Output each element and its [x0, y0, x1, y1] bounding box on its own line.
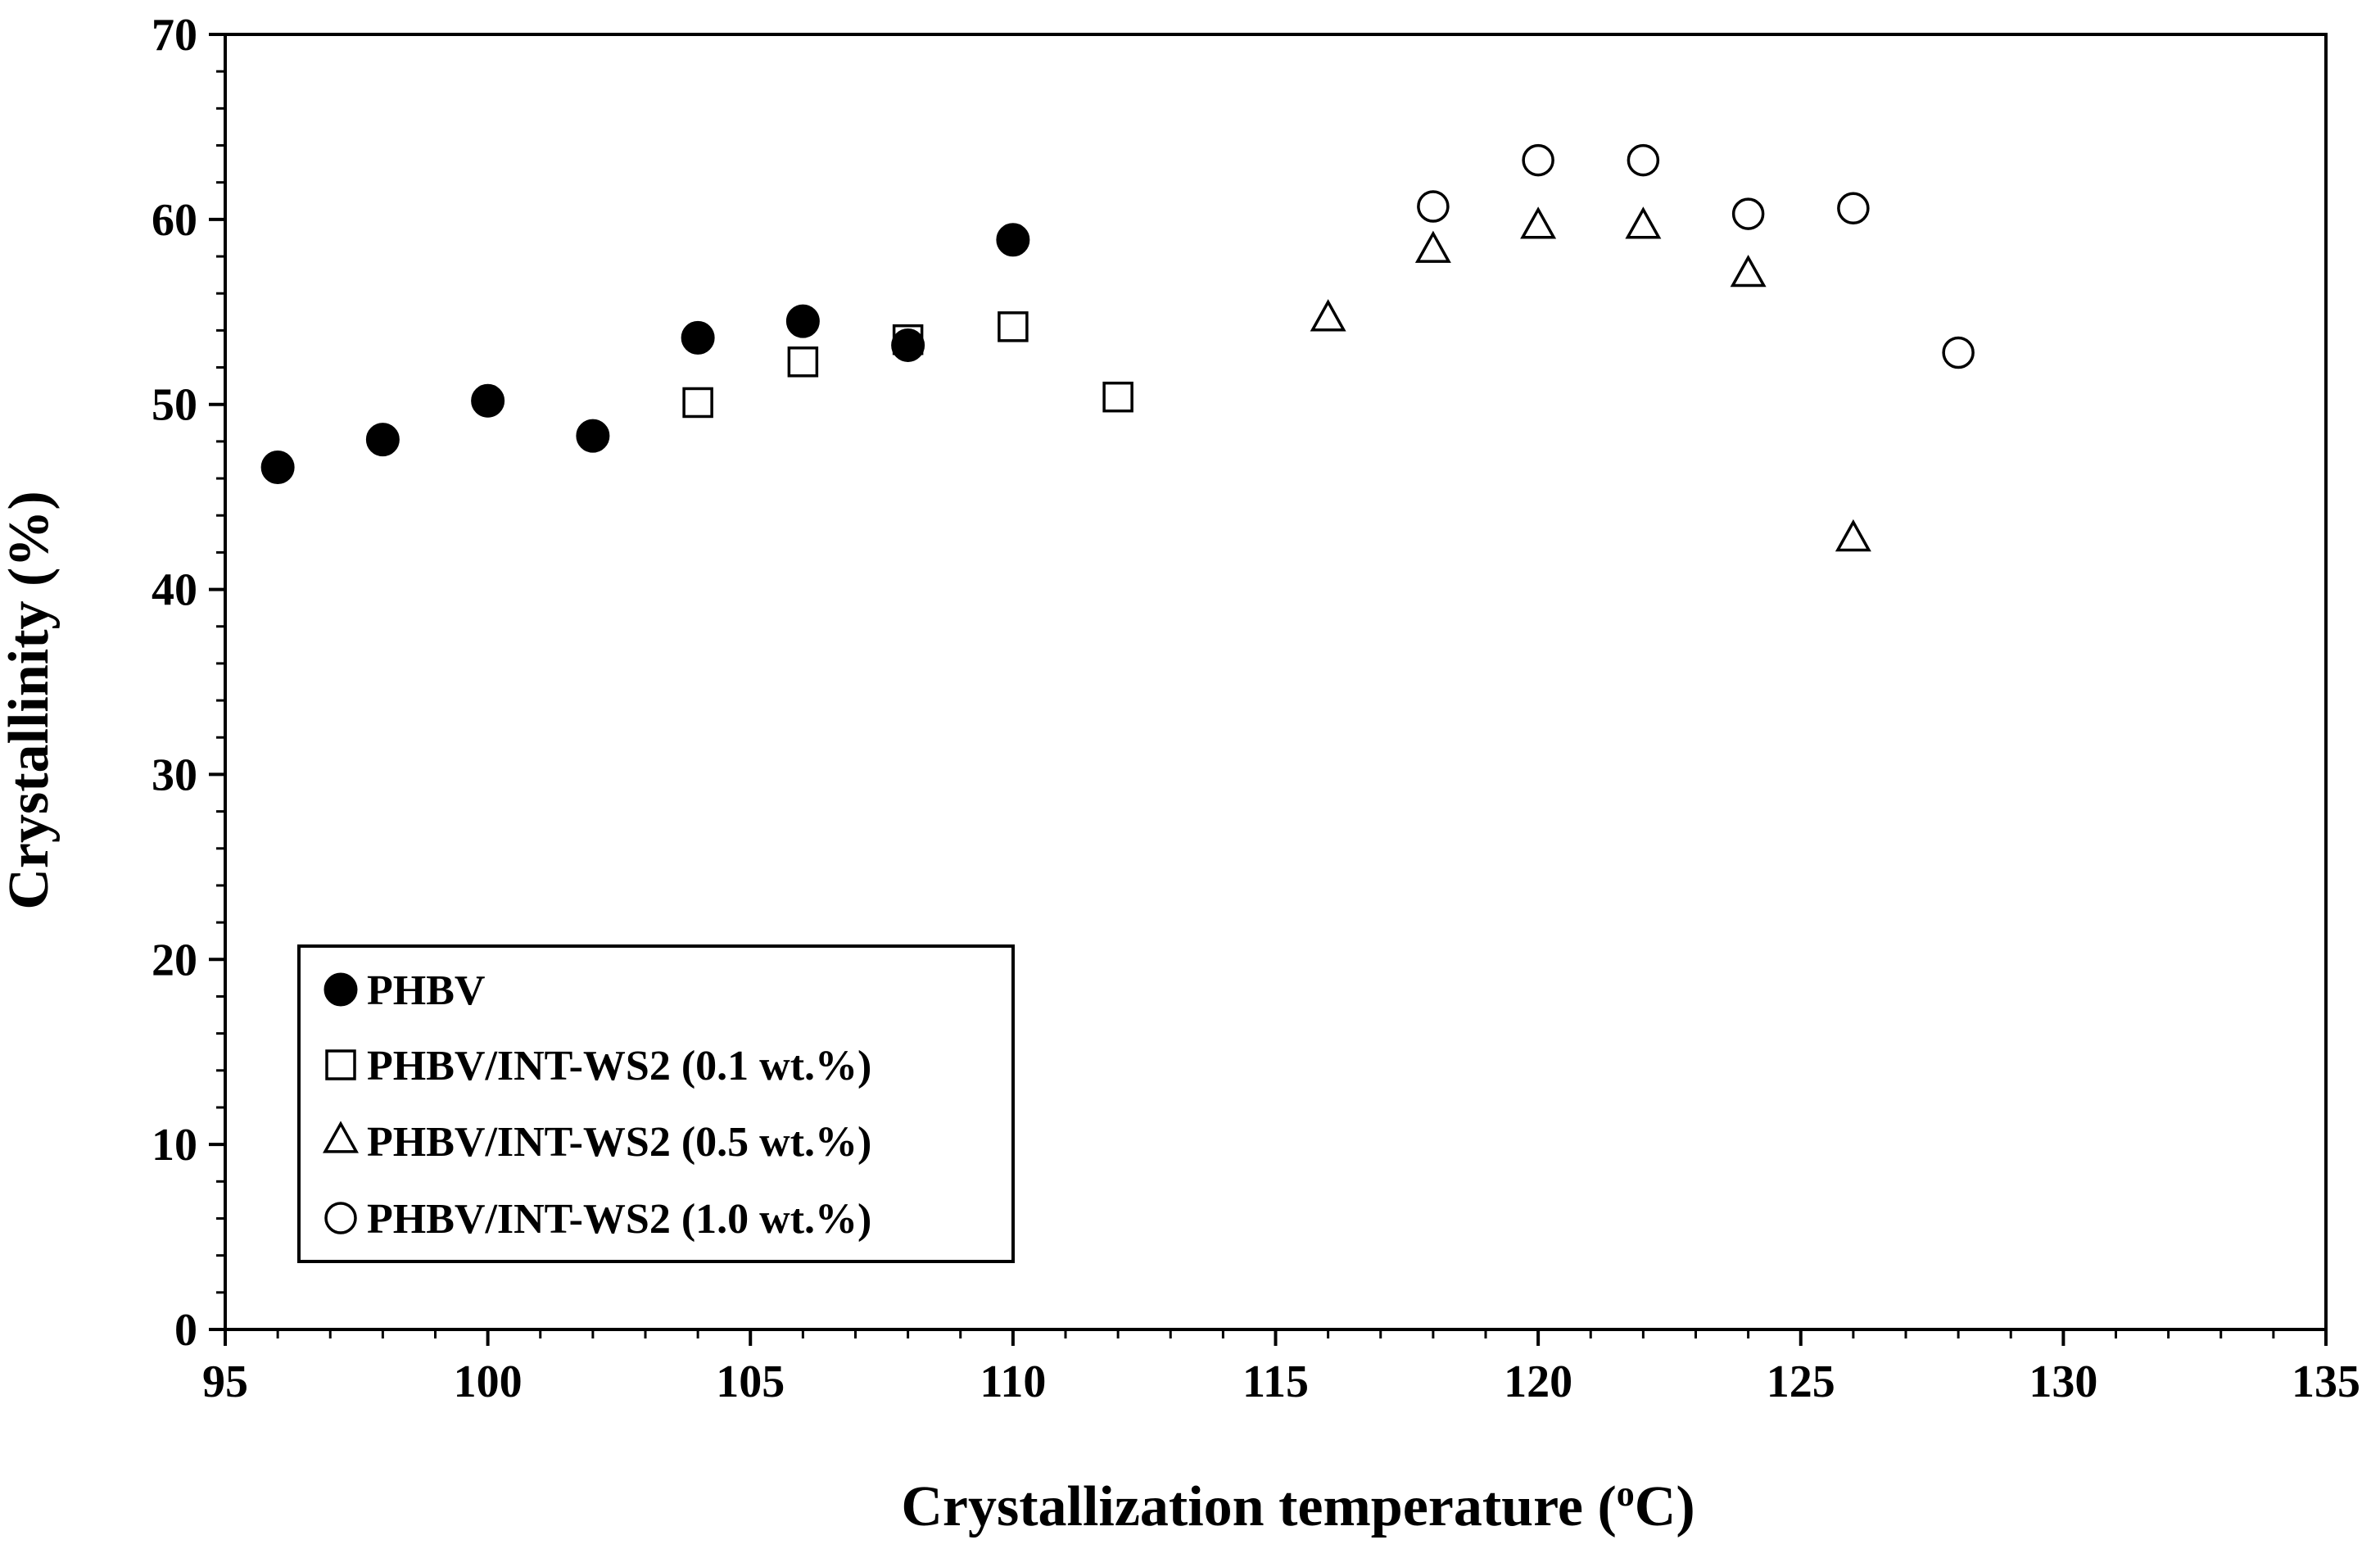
- data-points: [260, 143, 1975, 552]
- y-tick-label: 30: [152, 750, 197, 800]
- data-point: [1520, 206, 1557, 239]
- x-tick-label: 125: [1767, 1356, 1835, 1407]
- x-axis-title: Crystallization temperature (oC): [901, 1474, 1695, 1538]
- legend-marker: [324, 972, 358, 1007]
- legend-entry: PHBV/INT-WS2 (0.5 wt.%): [323, 1119, 871, 1166]
- y-tick-label: 20: [152, 935, 197, 985]
- legend-box: [297, 944, 1015, 1263]
- data-point: [1417, 190, 1450, 223]
- y-tick-label: 50: [152, 380, 197, 431]
- x-tick-label: 120: [1504, 1356, 1572, 1407]
- x-tick-label: 100: [454, 1356, 523, 1407]
- legend-entry: PHBV/INT-WS2 (0.1 wt.%): [325, 1043, 871, 1089]
- data-point: [1522, 143, 1554, 177]
- x-tick-label: 115: [1242, 1356, 1309, 1407]
- data-point: [1414, 230, 1451, 263]
- axes: 95 100 105 110 115 120 125 130 135 0 10 20 30 40 50 60 7…: [152, 10, 2360, 1407]
- x-axis-title-unit: C): [1635, 1475, 1695, 1538]
- data-point: [996, 223, 1030, 257]
- data-point: [1730, 254, 1767, 288]
- legend-label: PHBV/INT-WS2 (1.0 wt.%): [367, 1196, 871, 1243]
- data-point: [1627, 143, 1660, 177]
- x-tick-label: 105: [716, 1356, 785, 1407]
- data-point: [681, 320, 715, 355]
- y-tick-label: 40: [152, 565, 197, 616]
- data-point: [998, 311, 1029, 342]
- data-point: [891, 328, 925, 362]
- data-point: [892, 324, 924, 356]
- data-point: [576, 419, 610, 453]
- x-tick-label: 130: [2029, 1356, 2097, 1407]
- data-point: [260, 451, 295, 485]
- legend-entry: PHBV: [324, 967, 485, 1014]
- data-point: [682, 387, 713, 419]
- legend-marker: [323, 1121, 359, 1153]
- y-tick-label: 70: [152, 10, 197, 61]
- x-tick-label: 95: [202, 1356, 248, 1407]
- data-point: [1942, 336, 1975, 369]
- x-tick-label: 135: [2292, 1356, 2360, 1407]
- data-point: [471, 383, 505, 418]
- data-point: [365, 423, 400, 457]
- legend: PHBV PHBV/INT-WS2 (0.1 wt.%) PHBV/INT-WS2 …: [297, 944, 1015, 1263]
- y-tick-label: 60: [152, 195, 197, 246]
- legend-entry: PHBV/INT-WS2 (1.0 wt.%): [324, 1196, 871, 1243]
- x-axis-title-main: Crystallization temperature (: [901, 1475, 1616, 1538]
- legend-marker: [325, 1049, 356, 1080]
- legend-label: PHBV/INT-WS2 (0.1 wt.%): [367, 1043, 871, 1089]
- data-point: [1102, 381, 1133, 413]
- y-tick-label: 0: [174, 1305, 197, 1356]
- y-axis-title: Crystallinity (%): [0, 491, 61, 909]
- data-point: [785, 304, 820, 338]
- data-point: [1625, 206, 1662, 239]
- series-3: [1310, 206, 1871, 552]
- series-4: [1417, 143, 1975, 369]
- x-tick-label: 110: [980, 1356, 1046, 1407]
- legend-label: PHBV/INT-WS2 (0.5 wt.%): [367, 1119, 871, 1166]
- data-point: [1837, 192, 1870, 225]
- legend-marker: [324, 1202, 357, 1234]
- data-point: [1310, 299, 1346, 332]
- data-point: [1835, 519, 1871, 552]
- data-point: [1731, 197, 1765, 230]
- data-point: [787, 346, 819, 378]
- series-2: [682, 311, 1133, 419]
- y-tick-label: 10: [152, 1120, 197, 1171]
- legend-label: PHBV: [367, 967, 485, 1014]
- x-axis-title-degree: o: [1617, 1474, 1635, 1514]
